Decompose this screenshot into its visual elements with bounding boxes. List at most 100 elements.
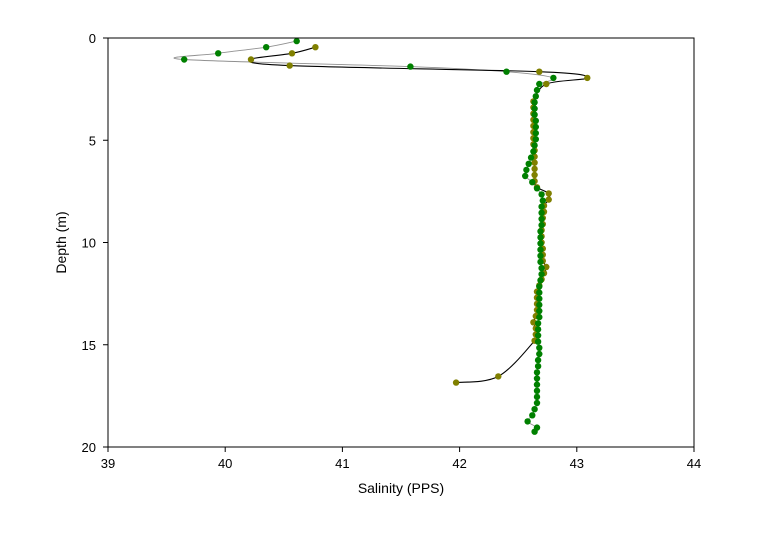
series-2-point <box>536 283 543 290</box>
series-2-point <box>537 277 544 284</box>
series-2-point <box>538 264 545 272</box>
x-tick-label: 44 <box>687 456 701 471</box>
series-2-point <box>531 406 538 413</box>
series-2-point <box>534 363 542 370</box>
series-2-point <box>550 74 557 82</box>
series-2-point <box>536 289 543 296</box>
series-2-point <box>531 99 538 106</box>
series-2-point <box>537 240 544 247</box>
series-markers <box>181 37 591 435</box>
series-2-point <box>523 166 530 174</box>
series-2-point <box>536 307 543 315</box>
series-1-point <box>452 379 460 386</box>
series-2-point <box>529 179 536 186</box>
series-2-point <box>537 234 544 241</box>
series-2-point <box>536 295 543 302</box>
series-2-point <box>538 215 545 223</box>
series-2-point <box>537 228 544 235</box>
series-2-point <box>525 160 532 167</box>
plot-area-frame <box>107 37 695 448</box>
series-1-point <box>495 373 502 380</box>
series-2-point <box>533 369 541 376</box>
series-2-point <box>529 412 536 419</box>
series-2-point <box>263 44 270 51</box>
series-1-point <box>247 56 255 63</box>
series-2-point <box>531 111 538 118</box>
series-1-point <box>536 68 543 75</box>
series-1-point <box>531 171 538 179</box>
series-2-point <box>536 344 543 351</box>
series-2-point <box>215 50 222 57</box>
series-2-point <box>538 271 545 278</box>
series-2-point <box>536 301 543 309</box>
series-2-point <box>522 172 529 180</box>
series-2-point <box>537 246 544 253</box>
series-2-point <box>532 129 539 137</box>
series-1-point <box>545 190 552 197</box>
series-2-point <box>533 399 541 407</box>
x-tick-label: 40 <box>218 456 232 471</box>
series-2-point <box>181 56 188 63</box>
series-1-point <box>286 62 293 69</box>
series-2-point <box>533 185 541 192</box>
series-2-point <box>531 142 538 149</box>
series-2-point <box>533 387 541 394</box>
x-axis: 39 40 41 42 43 44 <box>101 447 701 471</box>
series-2-point <box>538 203 545 210</box>
series-2-point <box>538 209 545 216</box>
series-2-point <box>531 105 538 112</box>
x-axis-title: Salinity (PPS) <box>358 480 444 496</box>
series-lines <box>173 40 588 432</box>
series-2-point <box>538 191 545 198</box>
series-2-point <box>534 338 542 345</box>
series-layer <box>173 37 591 435</box>
series-2-point <box>538 221 545 229</box>
series-2-point <box>532 117 539 125</box>
series-1-point <box>288 50 296 57</box>
series-1-point <box>545 196 552 203</box>
y-axis: 0 5 10 15 20 <box>82 31 108 455</box>
series-2-point <box>534 320 542 327</box>
series-2-line <box>173 40 555 432</box>
series-2-point <box>503 68 510 75</box>
y-tick-label: 20 <box>82 440 96 455</box>
series-2-point <box>536 313 543 321</box>
series-1-point <box>312 44 319 51</box>
series-2-point <box>407 63 414 70</box>
series-1-point <box>584 74 591 82</box>
series-2-point <box>530 148 537 155</box>
series-2-point <box>533 381 541 388</box>
series-1-point <box>531 165 538 173</box>
y-axis-title: Depth (m) <box>53 211 69 273</box>
series-2-point <box>531 428 538 435</box>
series-2-point <box>533 375 541 382</box>
series-2-point <box>539 197 546 204</box>
series-2-point <box>533 86 541 94</box>
series-2-point <box>532 136 539 143</box>
y-tick-label: 10 <box>82 236 96 251</box>
series-2-point <box>537 258 544 266</box>
series-2-point <box>536 350 543 358</box>
series-2-point <box>534 326 542 333</box>
y-tick-label: 15 <box>82 338 96 353</box>
series-2-point <box>533 393 541 401</box>
series-2-point <box>537 252 544 259</box>
series-2-point <box>524 418 531 425</box>
series-2-point <box>532 123 539 131</box>
series-1-point <box>543 80 550 88</box>
x-tick-label: 43 <box>570 456 584 471</box>
x-tick-label: 39 <box>101 456 115 471</box>
series-2-point <box>534 356 542 364</box>
series-2-point <box>536 80 543 88</box>
x-tick-label: 41 <box>335 456 349 471</box>
y-tick-label: 0 <box>89 31 96 46</box>
series-1-point <box>531 159 538 166</box>
y-tick-label: 5 <box>89 133 96 148</box>
series-2-point <box>534 332 542 339</box>
series-2-point <box>532 93 539 100</box>
series-2-point <box>293 37 300 45</box>
x-tick-label: 42 <box>452 456 466 471</box>
series-2-point <box>527 154 535 161</box>
